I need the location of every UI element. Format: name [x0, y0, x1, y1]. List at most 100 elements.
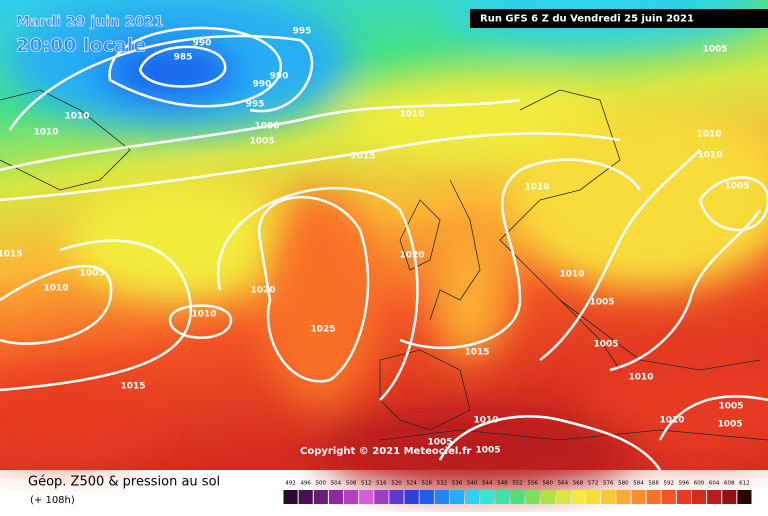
isobar-label: 1020 — [399, 251, 424, 261]
isobar-label: 990 — [193, 39, 212, 49]
scale-swatch — [676, 490, 691, 504]
isobar-label: 1010 — [628, 373, 653, 383]
isobar-label: 1010 — [191, 310, 216, 320]
isobar-label: 1025 — [310, 325, 335, 335]
run-info: Run GFS 6 Z du Vendredi 25 juin 2021 — [480, 14, 694, 25]
scale-label: 560 — [543, 481, 554, 487]
scale-label: 556 — [527, 481, 538, 487]
isobar-label: 995 — [246, 100, 265, 110]
scale-label: 568 — [573, 481, 584, 487]
forecast-time: 20:00 locale — [16, 35, 146, 57]
scale-label: 524 — [406, 481, 417, 487]
scale-swatch — [480, 490, 495, 504]
scale-label: 500 — [316, 481, 327, 487]
scale-swatch — [722, 490, 737, 504]
scale-swatch — [707, 490, 722, 504]
scale-swatch — [495, 490, 510, 504]
scale-swatch — [586, 490, 601, 504]
scale-swatch — [601, 490, 616, 504]
scale-swatch — [737, 490, 752, 504]
scale-label: 516 — [376, 481, 387, 487]
scale-label: 540 — [467, 481, 478, 487]
scale-swatch — [646, 490, 661, 504]
isobar-label: 1005 — [427, 438, 452, 448]
isobar-label: 1005 — [724, 182, 749, 192]
isobar-label: 1005 — [589, 298, 614, 308]
scale-swatch — [616, 490, 631, 504]
scale-swatch — [631, 490, 646, 504]
scale-label: 528 — [421, 481, 432, 487]
isobar-label: 1015 — [464, 348, 489, 358]
isobar-label: 1010 — [659, 416, 684, 426]
scale-swatch — [359, 490, 374, 504]
isobar-label: 1005 — [702, 45, 727, 55]
scale-label: 608 — [724, 481, 735, 487]
scale-label: 548 — [497, 481, 508, 487]
legend-subtitle: (+ 108h) — [30, 495, 75, 506]
isobar-label: 1010 — [473, 416, 498, 426]
isobar-label: 1010 — [524, 183, 549, 193]
scale-label: 532 — [437, 481, 448, 487]
scale-swatch — [283, 490, 298, 504]
scale-label: 572 — [588, 481, 599, 487]
scale-label: 520 — [391, 481, 402, 487]
scale-swatch — [570, 490, 586, 504]
scale-label: 536 — [452, 481, 463, 487]
isobar-label: 990 — [270, 72, 289, 82]
legend-title: Géop. Z500 & pression au sol — [28, 475, 220, 490]
scale-label: 492 — [285, 481, 296, 487]
scale-swatch — [313, 490, 328, 504]
isobar-label: 985 — [174, 53, 193, 63]
scale-label: 576 — [603, 481, 614, 487]
isobar-label: 1005 — [79, 269, 104, 279]
isobar-label: 1005 — [249, 137, 274, 147]
scale-label: 588 — [648, 481, 659, 487]
scale-swatch — [540, 490, 555, 504]
isobar-label: 1005 — [475, 446, 500, 456]
scale-swatch — [661, 490, 676, 504]
scale-label: 552 — [512, 481, 523, 487]
scale-label: 580 — [618, 481, 629, 487]
scale-label: 564 — [558, 481, 569, 487]
scale-label: 584 — [633, 481, 644, 487]
isobar-label: 1010 — [399, 110, 424, 120]
scale-swatch — [555, 490, 570, 504]
scale-label: 496 — [300, 481, 311, 487]
scale-swatch — [449, 490, 465, 504]
field — [0, 0, 768, 490]
scale-swatch — [465, 490, 480, 504]
isobar-label: 1010 — [697, 151, 722, 161]
isobars — [0, 26, 768, 471]
isobar-label: 1005 — [717, 420, 742, 430]
isobar-label: 995 — [293, 27, 312, 37]
isobar-label: 1010 — [33, 128, 58, 138]
scale-swatch — [404, 490, 419, 504]
scale-label: 544 — [482, 481, 493, 487]
isobar-label: 1015 — [350, 152, 375, 162]
isobar-label: 1015 — [120, 382, 145, 392]
isobar-label: 1010 — [64, 112, 89, 122]
scale-label: 604 — [709, 481, 720, 487]
isobar-label: 1010 — [43, 284, 68, 294]
forecast-date: Mardi 29 juin 2021 — [16, 14, 164, 30]
isobar-label: 1015 — [0, 250, 23, 260]
scale-label: 508 — [346, 481, 357, 487]
scale-swatch — [389, 490, 404, 504]
isobar-label: 1020 — [250, 286, 275, 296]
scale-swatch — [298, 490, 313, 504]
scale-swatch — [419, 490, 434, 504]
isobar-labels: 9909859959909909951010101010001005101010… — [0, 27, 750, 456]
scale-swatch — [328, 490, 344, 504]
scale-swatch — [344, 490, 359, 504]
scale-label: 596 — [679, 481, 690, 487]
isobar-label: 1000 — [254, 122, 279, 132]
scale-swatch — [691, 490, 707, 504]
scale-label: 504 — [331, 481, 342, 487]
scale-label: 512 — [361, 481, 372, 487]
run-banner — [470, 9, 768, 28]
scale-swatch — [434, 490, 449, 504]
isobar-label: 990 — [253, 80, 272, 90]
isobar-label: 1005 — [593, 340, 618, 350]
isobar-label: 1010 — [559, 270, 584, 280]
